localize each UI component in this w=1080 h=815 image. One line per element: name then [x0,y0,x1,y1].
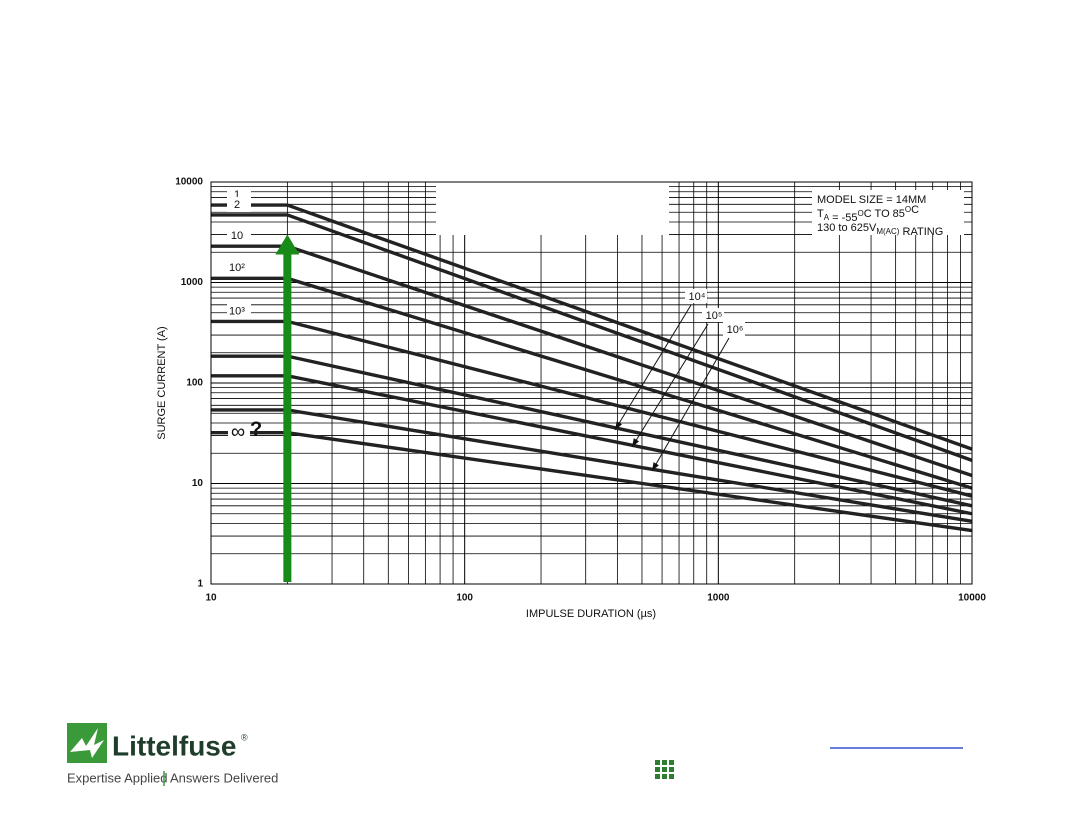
callout-arrow [651,337,730,472]
note-text: O [858,209,864,218]
callout-arrow [631,323,709,448]
note-box [812,190,964,235]
callout-head [652,462,659,471]
y-tick-label: 10 [192,478,204,489]
note-text: T [817,208,824,220]
label-bg [227,303,251,319]
brand: Littelfuse [112,730,236,761]
y-axis-label: SURGE CURRENT (A) [156,326,168,439]
series-label: 10 [231,230,243,242]
series-line [211,213,973,462]
label-bg [723,322,745,336]
callout-head [632,438,640,447]
note-text: C TO 85 [864,208,905,220]
note-text: M(AC) [876,227,899,236]
series-label: 10² [229,262,245,274]
registered: ® [241,732,248,742]
label-bg [227,196,251,212]
series-label: 10³ [229,305,245,317]
note-text: A [824,213,830,222]
y-tick-label: 100 [186,378,203,389]
x-tick-label: 100 [456,593,473,604]
note-text: = -55 [829,212,857,224]
label-bg [227,228,251,244]
series-label: ∞ [231,421,245,443]
note-text: MODEL SIZE = 14MM [817,194,926,206]
note-text: 130 to 625V [817,222,877,234]
x-tick-label: 1000 [707,593,730,604]
series-label: 2 [234,199,240,211]
series-label: 10⁵ [706,310,723,322]
question-mark: ? [250,418,262,440]
label-bg [685,289,707,303]
series-label: 10⁶ [727,324,744,336]
note-line: MODEL SIZE = 14MM [817,194,926,206]
series-label: 1 [234,189,240,201]
note-line: 130 to 625VM(AC) RATING [817,222,943,238]
y-tick-label: 1000 [181,277,204,288]
note-line: TA = -55OC TO 85OC [817,204,919,224]
label-bg [228,424,250,440]
label-bg [702,308,724,322]
tagline: Answers Delivered [170,770,278,785]
plot-border [210,181,973,585]
grid-icon [655,760,674,779]
x-tick-label: 10000 [958,593,986,604]
series-label: 10⁴ [689,291,706,303]
label-bg [227,260,251,276]
logo [67,723,107,763]
x-axis-label: IMPULSE DURATION (µs) [526,608,656,620]
x-tick-label: 10 [205,593,217,604]
note-text: RATING [899,226,943,238]
marker-arrow-head [275,234,300,255]
mask [436,181,669,235]
tagline: Expertise Applied [67,770,167,785]
note-text: C [911,204,919,216]
callout-arrow [614,304,692,431]
y-tick-label: 1 [197,579,203,590]
series-line [211,203,973,451]
callout-head [615,421,623,430]
series-line [211,244,973,478]
note-text: O [905,205,911,214]
y-tick-label: 10000 [175,177,203,188]
